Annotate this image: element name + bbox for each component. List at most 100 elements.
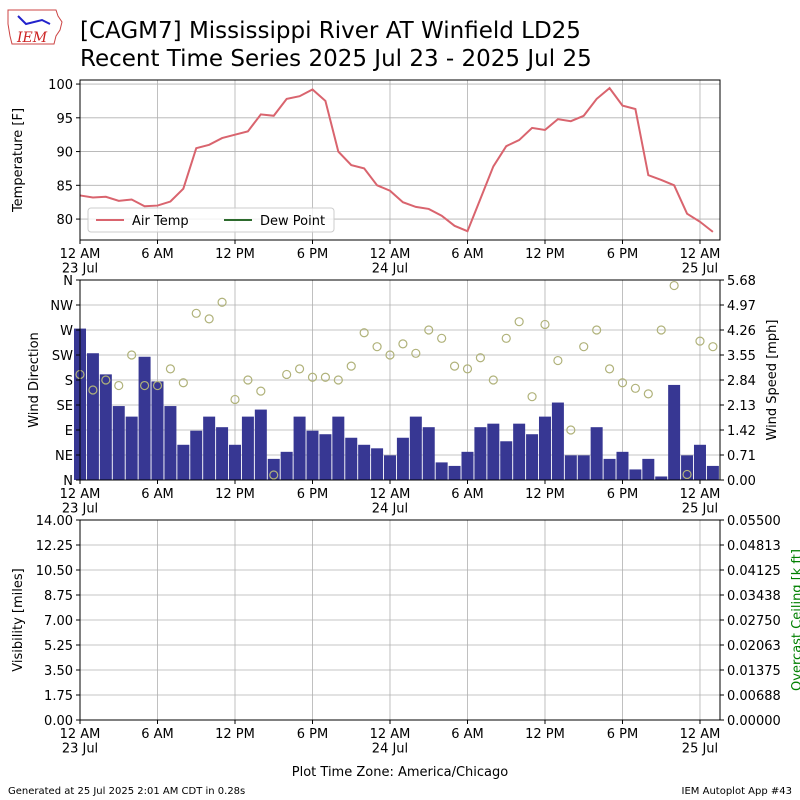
scatter-point bbox=[217, 297, 227, 307]
bar bbox=[487, 423, 500, 480]
y2-tick-label: 0.04125 bbox=[727, 564, 781, 579]
scatter-point bbox=[604, 364, 615, 374]
scatter-point bbox=[514, 317, 524, 327]
bar bbox=[125, 416, 138, 480]
scatter-point bbox=[424, 325, 434, 335]
bar bbox=[112, 406, 125, 480]
bar bbox=[681, 455, 694, 480]
scatter-point bbox=[320, 372, 331, 382]
y-tick-label: N bbox=[63, 274, 73, 289]
scatter-point bbox=[553, 355, 563, 366]
series-line bbox=[79, 86, 714, 233]
x-tick-label: 12 PM bbox=[525, 487, 565, 502]
bar bbox=[513, 423, 526, 480]
y-tick-label: E bbox=[65, 424, 73, 439]
bar bbox=[177, 444, 190, 480]
scatter-point bbox=[579, 342, 589, 352]
bar bbox=[396, 437, 409, 480]
y-tick-label: 90 bbox=[56, 146, 73, 161]
bar bbox=[190, 430, 203, 480]
scatter-point bbox=[501, 333, 511, 343]
x-tick-label: 12 PM bbox=[525, 247, 565, 262]
grid bbox=[79, 519, 720, 721]
chart-title: [CAGM7] Mississippi River AT Winfield LD… bbox=[80, 18, 581, 44]
y-tick-label: 14.00 bbox=[36, 514, 73, 529]
y2-tick-label: 4.26 bbox=[727, 324, 756, 339]
bar bbox=[280, 451, 293, 480]
y-tick-label: SW bbox=[52, 349, 73, 364]
scatter-point bbox=[139, 380, 150, 391]
y-tick-label: N bbox=[63, 474, 73, 489]
x-tick-label: 12 AM 23 Jul bbox=[60, 727, 101, 756]
scatter-point bbox=[204, 314, 214, 324]
bar bbox=[500, 441, 513, 480]
scatter-point bbox=[695, 336, 705, 346]
scatter-point bbox=[114, 380, 124, 391]
panel: 12 AM 23 Jul 6 AM 12 PM 6 PM 12 AM 24 Jul 6 AM 1… bbox=[11, 78, 721, 276]
y2-axis-label: Wind Speed [mph] bbox=[765, 320, 780, 441]
bar bbox=[551, 402, 564, 480]
y-tick-label: 85 bbox=[56, 179, 73, 194]
plot-frame bbox=[79, 79, 721, 241]
scatter-point bbox=[566, 425, 576, 435]
y2-tick-label: 0.00000 bbox=[727, 714, 781, 729]
bar bbox=[655, 476, 668, 480]
panel: 12 AM 23 Jul 6 AM 12 PM 6 PM 12 AM 24 Jul 6 AM 1… bbox=[11, 514, 800, 780]
bar bbox=[409, 416, 422, 480]
scatter-point bbox=[708, 342, 718, 352]
bar bbox=[332, 416, 345, 480]
bar bbox=[267, 458, 280, 480]
bar bbox=[629, 469, 642, 480]
x-tick-label: 6 PM bbox=[607, 487, 638, 502]
x-tick-label: 12 AM 24 Jul bbox=[370, 247, 411, 276]
x-tick-label: 12 AM 25 Jul bbox=[680, 727, 721, 756]
scatter-point bbox=[191, 308, 201, 318]
y-tick-label: 8.75 bbox=[44, 589, 73, 604]
bar bbox=[474, 427, 487, 480]
scatter-point bbox=[101, 375, 111, 385]
scatter-point bbox=[230, 394, 240, 405]
y-tick-label: NE bbox=[55, 449, 73, 464]
bar bbox=[358, 444, 371, 480]
y-axis-label: Temperature [F] bbox=[11, 108, 26, 213]
scatter-point bbox=[656, 325, 666, 335]
y-tick-label: 5.25 bbox=[44, 639, 73, 654]
bar bbox=[86, 353, 99, 480]
bar bbox=[319, 434, 332, 480]
scatter-point bbox=[475, 353, 486, 363]
y2-tick-label: 2.84 bbox=[727, 374, 756, 389]
y2-tick-label: 0.71 bbox=[727, 449, 756, 464]
y2-tick-label: 0.01375 bbox=[727, 664, 781, 679]
scatter-point bbox=[617, 378, 628, 388]
logo-network bbox=[17, 15, 51, 26]
y2-tick-label: 3.55 bbox=[727, 349, 756, 364]
scatter-point bbox=[372, 342, 382, 352]
bar bbox=[383, 455, 396, 480]
x-tick-label: 12 AM 23 Jul bbox=[60, 247, 101, 276]
bar bbox=[164, 406, 177, 480]
bar bbox=[642, 458, 655, 480]
scatter-point bbox=[592, 325, 602, 335]
x-tick-label: 12 PM bbox=[215, 727, 255, 742]
scatter-point bbox=[643, 389, 653, 399]
bar bbox=[138, 356, 151, 480]
logo-text: IEM bbox=[16, 30, 48, 46]
bar bbox=[228, 444, 241, 480]
scatter-point bbox=[385, 350, 395, 360]
bar bbox=[203, 416, 216, 480]
scatter-point bbox=[294, 364, 305, 374]
y-tick-label: 1.75 bbox=[44, 689, 73, 704]
y2-tick-label: 0.00688 bbox=[727, 689, 781, 704]
y-tick-label: 3.50 bbox=[44, 664, 73, 679]
y-tick-label: NW bbox=[50, 299, 73, 314]
x-tick-label: 6 AM bbox=[451, 247, 484, 262]
y2-tick-label: 0.02063 bbox=[727, 639, 781, 654]
scatter-point bbox=[256, 386, 266, 396]
bar bbox=[216, 427, 229, 480]
scatter-point bbox=[398, 339, 408, 349]
bar bbox=[151, 381, 164, 480]
x-tick-label: 6 AM bbox=[141, 247, 174, 262]
x-tick-label: 12 AM 23 Jul bbox=[60, 487, 101, 516]
x-tick-label: 6 PM bbox=[297, 487, 328, 502]
